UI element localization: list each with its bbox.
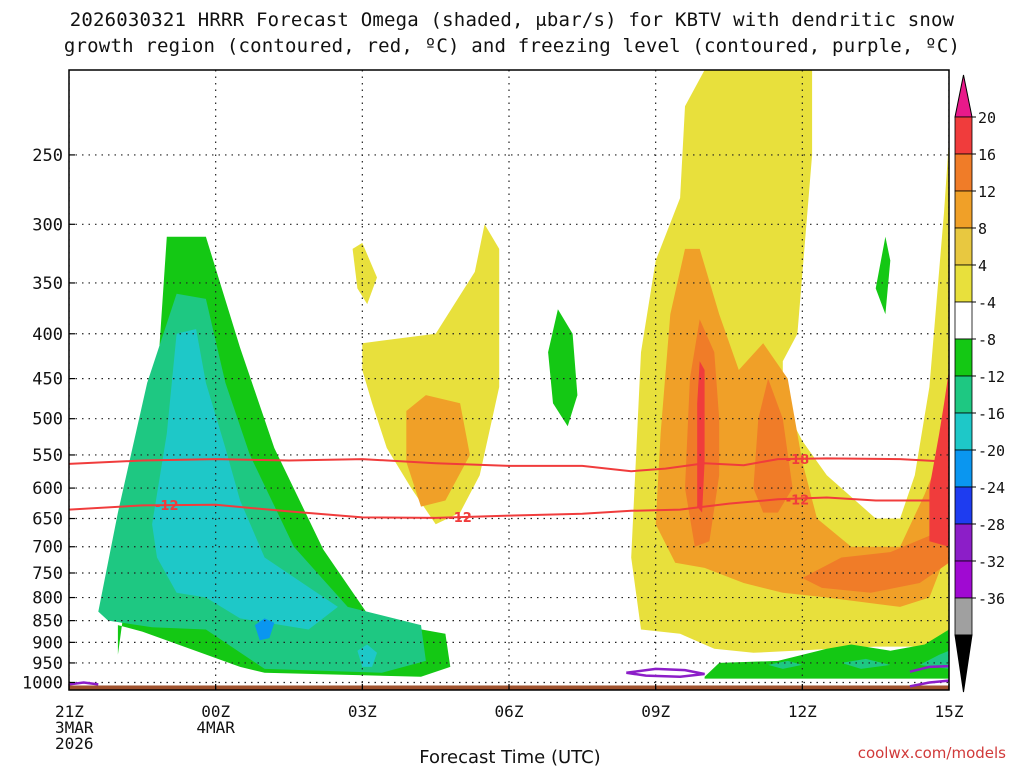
colorbar-label-3: 8 xyxy=(978,220,987,238)
colorbar-label-10: -24 xyxy=(978,479,1005,497)
colorbar-bottom-arrow xyxy=(954,634,973,693)
colorbar-label-5: -4 xyxy=(978,294,996,312)
chart-title-line-2: growth region (contoured, red, ºC) and f… xyxy=(63,35,961,57)
colorbar-swatch-8 xyxy=(954,375,973,414)
colorbar-swatch-14 xyxy=(954,597,973,636)
omega-region-right-orange-2 xyxy=(753,378,793,513)
omega-region-blue-blob xyxy=(254,618,275,641)
colorbar-label-2: 12 xyxy=(978,183,996,201)
y-tick-label-750: 750 xyxy=(32,564,63,584)
temp-contour--12C xyxy=(69,496,949,519)
omega-region-right-orange-3 xyxy=(802,500,949,593)
y-tick-label-800: 800 xyxy=(32,589,63,609)
colorbar-swatch-10 xyxy=(954,449,973,488)
credit-text: coolwx.com/models xyxy=(857,744,1006,762)
colorbar-top-arrow xyxy=(954,74,973,118)
freezing-contour-0C-right-low xyxy=(909,679,949,688)
colorbar-label-9: -20 xyxy=(978,442,1005,460)
chart-title-line-1: 2026030321 HRRR Forecast Omega (shaded, … xyxy=(69,9,955,31)
colorbar-label-0: 20 xyxy=(978,109,996,127)
omega-region-green-upper-right xyxy=(875,236,891,315)
colorbar-label-12: -32 xyxy=(978,553,1005,571)
colorbar-label-1: 16 xyxy=(978,146,996,164)
x-tick-label-06Z-1: 06Z xyxy=(495,702,524,721)
x-tick-label-21Z-1: 21Z xyxy=(55,702,84,721)
colorbar-swatch-1 xyxy=(954,116,973,155)
y-tick-label-350: 350 xyxy=(32,274,63,294)
temp-contour-label--12C: -12 xyxy=(155,499,179,514)
colorbar-swatch-7 xyxy=(954,338,973,377)
x-tick-label-09Z-1: 09Z xyxy=(641,702,670,721)
plot-layer: -18 -12 -12 -12 xyxy=(69,70,949,690)
x-tick-label-15Z-1: 15Z xyxy=(935,702,964,721)
x-tick-label-00Z-1: 00Z xyxy=(201,702,230,721)
y-tick-label-250: 250 xyxy=(32,146,63,166)
colorbar-swatch-2 xyxy=(954,153,973,192)
colorbar-swatch-13 xyxy=(954,560,973,599)
colorbar-swatch-5 xyxy=(954,264,973,303)
y-tick-label-1000: 1000 xyxy=(22,673,63,693)
freezing-contour-0C-left xyxy=(69,681,99,686)
x-axis-label: Forecast Time (UTC) xyxy=(419,747,600,768)
colorbar-label-7: -12 xyxy=(978,368,1005,386)
temp-contour--18C xyxy=(69,457,949,473)
x-tick-label-21Z-2: 3MAR xyxy=(55,718,94,737)
colorbar-label-13: -36 xyxy=(978,590,1005,608)
colorbar-label-6: -8 xyxy=(978,331,996,349)
omega-region-red-strip xyxy=(697,361,705,513)
colorbar-swatch-3 xyxy=(954,190,973,229)
y-tick-label-550: 550 xyxy=(32,446,63,466)
x-tick-label-00Z-2: 4MAR xyxy=(196,718,235,737)
omega-region-center-orange xyxy=(406,395,470,507)
y-tick-label-300: 300 xyxy=(32,215,63,235)
colorbar-swatch-4 xyxy=(954,227,973,266)
y-tick-label-600: 600 xyxy=(32,479,63,499)
freezing-contour-0C-middle xyxy=(626,667,705,678)
y-tick-label-900: 900 xyxy=(32,633,63,653)
x-tick-label-21Z-3: 2026 xyxy=(55,734,94,753)
omega-region-bottom-right-teal-2 xyxy=(841,658,891,669)
omega-region-red-right xyxy=(929,370,949,547)
y-tick-label-650: 650 xyxy=(32,510,63,530)
omega-region-bottom-right-teal-3 xyxy=(919,650,949,669)
y-tick-label-500: 500 xyxy=(32,410,63,430)
omega-region-mid-green xyxy=(548,309,578,427)
colorbar-swatch-11 xyxy=(954,486,973,525)
temp-contour-label--12C-c: -12 xyxy=(786,493,810,508)
omega-region-left-ascent-cyan xyxy=(152,329,338,630)
y-tick-label-450: 450 xyxy=(32,370,63,390)
colorbar-swatch-6 xyxy=(954,301,973,340)
y-tick-label-850: 850 xyxy=(32,612,63,632)
colorbar-swatch-12 xyxy=(954,523,973,562)
freezing-contour-0C-right xyxy=(909,664,949,673)
y-tick-label-950: 950 xyxy=(32,654,63,674)
temp-contour-label--12C-b: -12 xyxy=(448,511,472,526)
colorbar-label-11: -28 xyxy=(978,516,1005,534)
y-tick-label-400: 400 xyxy=(32,325,63,345)
omega-region-right-gold xyxy=(655,248,949,607)
omega-region-bottom-right-green xyxy=(704,629,949,679)
omega-region-bottom-right-teal xyxy=(768,660,803,669)
omega-region-yellow-small xyxy=(352,242,377,305)
x-tick-label-12Z-1: 12Z xyxy=(788,702,817,721)
temp-contour-label--18C: -18 xyxy=(786,453,810,468)
x-tick-label-03Z-1: 03Z xyxy=(348,702,377,721)
y-tick-label-700: 700 xyxy=(32,538,63,558)
colorbar-label-4: 4 xyxy=(978,257,987,275)
colorbar-label-8: -16 xyxy=(978,405,1005,423)
omega-region-center-cyan xyxy=(357,644,377,667)
colorbar-swatch-9 xyxy=(954,412,973,451)
